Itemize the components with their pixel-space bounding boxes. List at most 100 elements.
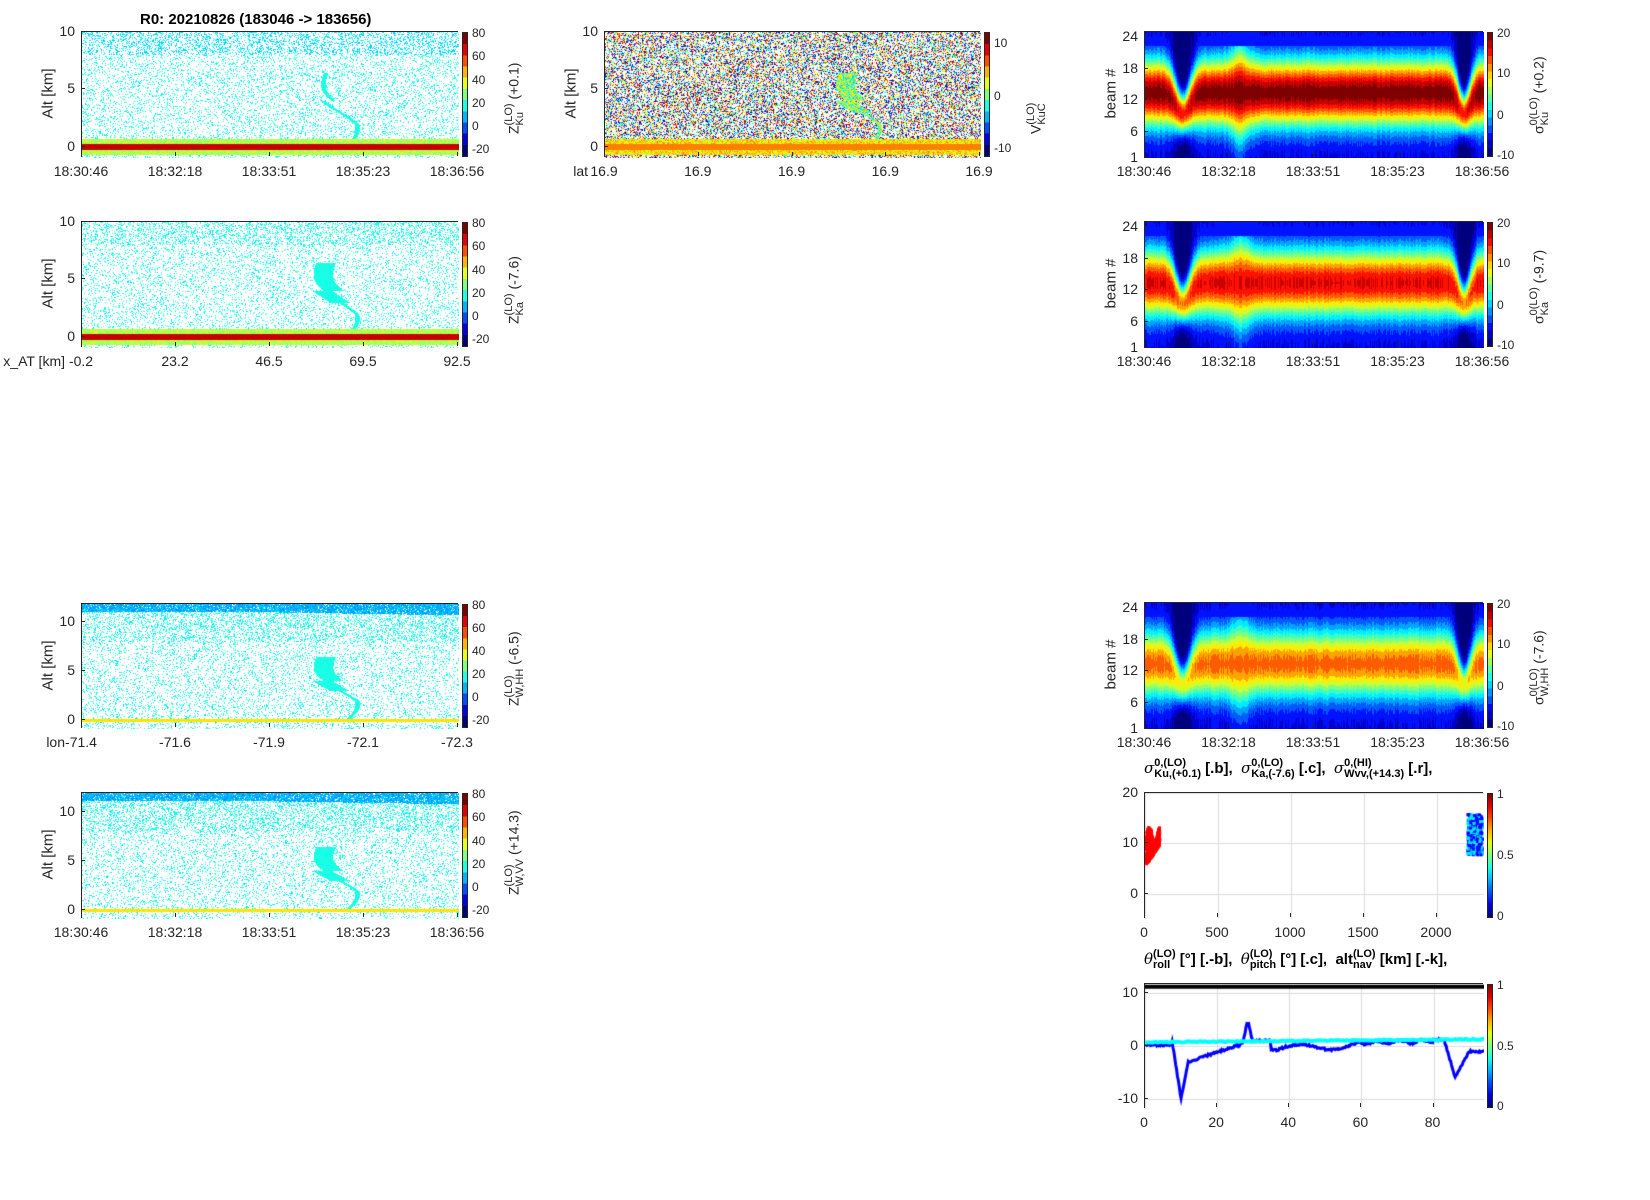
p7-colorbar-label: σ 0(LO) W,HH (-7.6) <box>1528 630 1551 705</box>
p7-axes <box>1144 602 1484 729</box>
p6-xlabel: lon <box>46 734 65 750</box>
p10-xtick-mark <box>1216 1103 1217 1107</box>
p4-xtick-label: 23.2 <box>161 353 189 369</box>
p9-ytick-mark <box>1144 893 1148 894</box>
p10-ytick-label: 0 <box>1130 1036 1138 1053</box>
p3-xtick-mark <box>1482 152 1483 156</box>
p2-plot-image <box>605 32 981 158</box>
p4-xtick-label: 46.5 <box>255 353 283 369</box>
p4-xlabel: x_AT [km] <box>3 353 65 369</box>
p5-xtick-mark <box>1482 342 1483 346</box>
p1-xtick-mark <box>81 152 82 156</box>
p7-plot-image <box>1145 603 1484 729</box>
p6-colorbar-label: Z (LO) W,HH (-6.5) <box>503 630 526 706</box>
p9-xtick-label: 2000 <box>1420 924 1452 940</box>
p1-xtick-mark <box>363 152 364 156</box>
p10-xtick-mark <box>1360 1103 1361 1107</box>
p6-xtick-mark <box>175 723 176 727</box>
p6-xtick-label: -71.9 <box>253 734 285 750</box>
p9-xtick-mark <box>1290 913 1291 917</box>
p6-ylabel: Alt [km] <box>39 640 57 691</box>
p4-ytick-mark <box>81 336 85 337</box>
p10-xtick-label: 60 <box>1352 1114 1369 1130</box>
p8-plot-image <box>82 793 459 919</box>
p3-ytick-mark <box>1144 131 1148 132</box>
p10-xtick-label: 80 <box>1424 1114 1441 1130</box>
p10-colorbar-tick: 0 <box>1497 1099 1504 1113</box>
p3-ytick-label: 6 <box>1130 122 1138 139</box>
p5-ytick-mark <box>1144 258 1148 259</box>
p10-xtick-label: 40 <box>1280 1114 1297 1130</box>
p2-xtick-label: 16.9 <box>684 163 712 179</box>
p6-colorbar-tick: -20 <box>472 712 490 727</box>
p10-ytick-mark <box>1144 1098 1148 1099</box>
p5-xtick-label: 18:30:46 <box>1116 353 1172 369</box>
p4-axes <box>81 221 459 348</box>
p3-ytick-mark <box>1144 68 1148 69</box>
p2-xtick-mark <box>979 152 980 156</box>
p5-plot-image <box>1145 222 1484 348</box>
p9-ytick-label: 0 <box>1130 884 1138 901</box>
p3-ytick-mark <box>1144 36 1148 37</box>
p6-plot-image <box>82 604 459 729</box>
p8-xtick-label: 18:30:46 <box>53 924 109 940</box>
p4-ytick-label: 10 <box>59 213 75 229</box>
figure-title: R0: 20210826 (183046 -> 183656) <box>140 11 372 28</box>
p8-ytick-label: 0 <box>67 901 75 918</box>
p2-ytick-mark <box>604 146 608 147</box>
p9-xtick-mark <box>1217 913 1218 917</box>
p5-ytick-label: 24 <box>1122 218 1138 235</box>
p10-ytick-mark <box>1144 1045 1148 1046</box>
p9-title: σ 0,(LO) Ku,(+0.1) [.b], σ 0,(LO) Ka,(-7.6) … <box>1144 757 1433 780</box>
p3-xtick-label: 18:35:23 <box>1370 163 1425 179</box>
p5-ytick-label: 6 <box>1130 312 1138 329</box>
p8-colorbar-tick: 20 <box>472 856 486 871</box>
p10-colorbar-tick: 1 <box>1497 978 1504 992</box>
p6-xtick-mark <box>363 723 364 727</box>
p8-ytick-mark <box>81 909 85 910</box>
p1-axes <box>81 31 459 158</box>
p8-ytick-mark <box>81 860 85 861</box>
p6-xtick-label: -71.6 <box>159 734 191 750</box>
p4-ytick-label: 0 <box>67 327 75 344</box>
p5-colorbar-tick: 20 <box>1497 216 1511 230</box>
p5-xtick-label: 18:36:56 <box>1454 353 1510 369</box>
p9-xtick-mark <box>1436 913 1437 917</box>
p10-title: θ (LO) roll [°] [.-b], θ (LO) pitch [°] [.c]… <box>1144 948 1448 971</box>
p6-colorbar-tick: 0 <box>472 690 479 705</box>
p6-ytick-label: 0 <box>67 711 75 728</box>
p4-colorbar-tick: 80 <box>472 216 486 231</box>
p7-colorbar-tick: 10 <box>1497 637 1511 651</box>
p4-ytick-mark <box>81 278 85 279</box>
p10-xtick-label: 20 <box>1208 1114 1224 1130</box>
p3-ylabel: beam # <box>1102 68 1120 119</box>
p7-xtick-mark <box>1482 723 1483 727</box>
p6-ytick-mark <box>81 621 85 622</box>
p6-ytick-mark <box>81 670 85 671</box>
p8-xtick-mark <box>269 913 270 917</box>
p6-xtick-label: -72.3 <box>441 734 473 750</box>
p1-colorbar-label: Z (LO) Ku (+0.1) <box>503 62 526 134</box>
p6-xtick-mark <box>81 723 82 727</box>
p4-colorbar-tick: 40 <box>472 262 486 277</box>
p9-ytick-mark <box>1144 792 1148 793</box>
p3-xtick-mark <box>1229 152 1230 156</box>
p8-colorbar <box>462 793 468 918</box>
p1-xtick-label: 18:36:56 <box>429 163 485 179</box>
p4-xtick-label: -0.2 <box>68 353 94 369</box>
p5-ylabel: beam # <box>1102 258 1120 309</box>
p2-xtick-mark <box>698 152 699 156</box>
p1-ytick-mark <box>81 146 85 147</box>
p6-xtick-mark <box>457 723 458 727</box>
p3-ytick-label: 1 <box>1130 149 1138 165</box>
p1-colorbar-tick: 40 <box>472 72 486 87</box>
p8-xtick-mark <box>457 913 458 917</box>
p3-xtick-label: 18:36:56 <box>1454 163 1510 179</box>
p6-colorbar-tick: 20 <box>472 667 486 682</box>
p3-colorbar-label: σ 0(LO) Ku (+0.2) <box>1528 56 1551 134</box>
p9-colorbar <box>1487 793 1493 918</box>
p1-colorbar <box>462 32 468 157</box>
p9-xtick-mark <box>1363 913 1364 917</box>
p5-axes <box>1144 221 1484 348</box>
p2-xtick-mark <box>792 152 793 156</box>
